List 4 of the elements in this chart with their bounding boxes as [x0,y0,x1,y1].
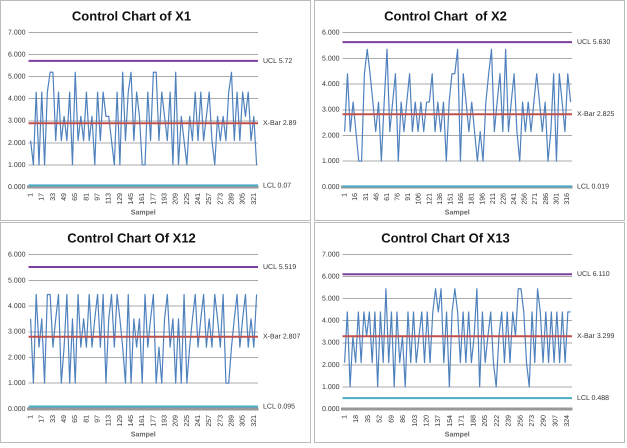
chart-title: Control Chart Of X12 [67,230,196,246]
chart-title: Control Chart Of X13 [381,230,510,246]
chart-title: Control Chart of X1 [72,8,192,24]
chart-title: Control Chart of X2 [384,8,507,24]
